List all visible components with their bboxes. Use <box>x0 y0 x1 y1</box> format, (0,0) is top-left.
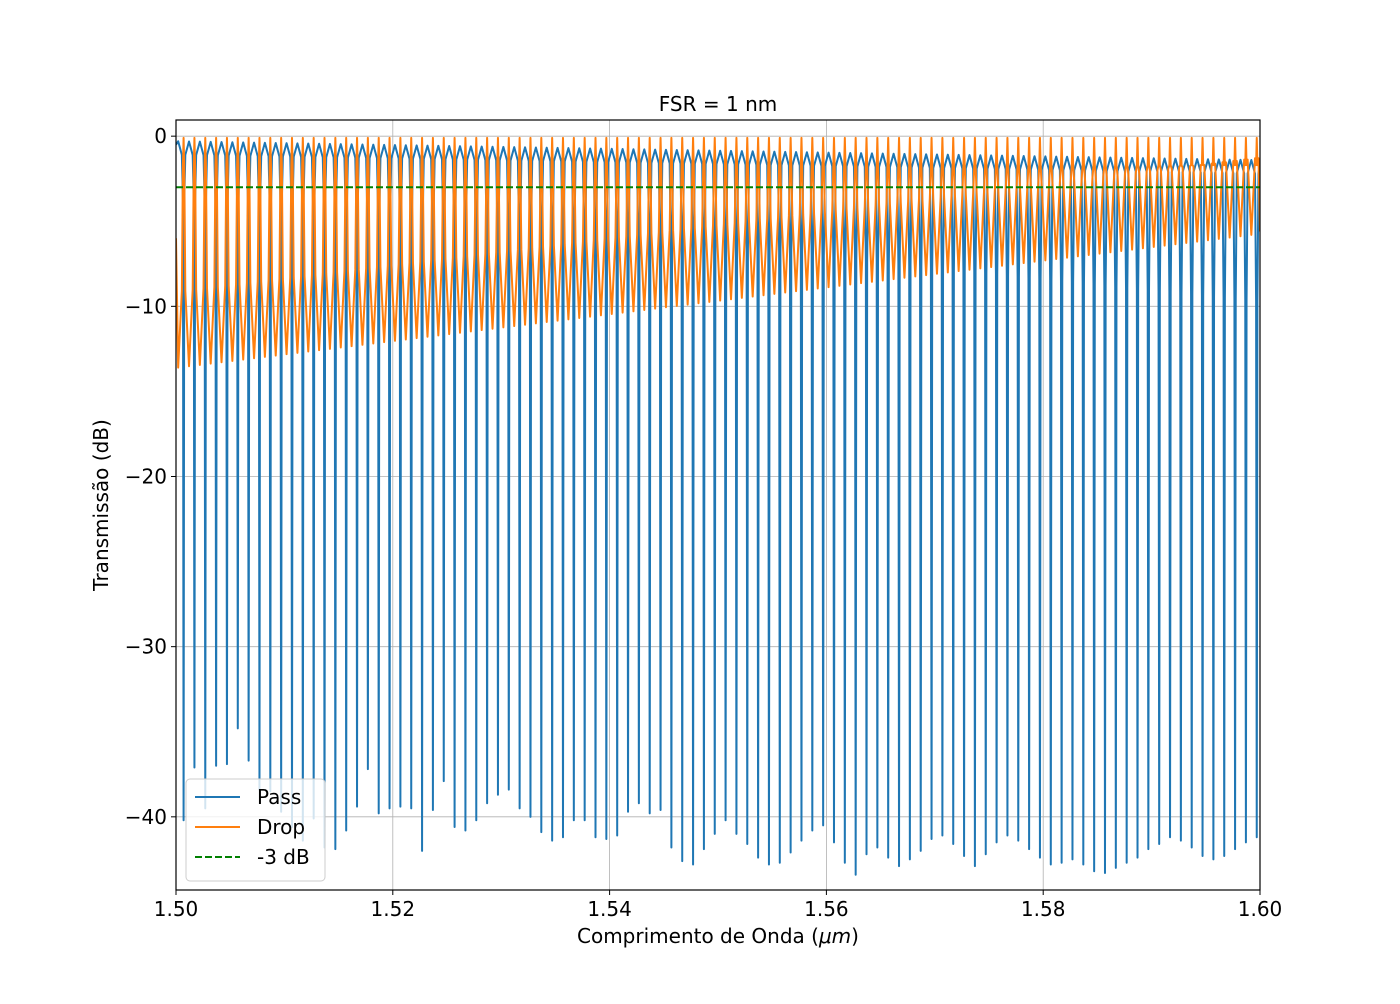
y-axis-label: Transmissão (dB) <box>89 419 113 592</box>
y-tick-label: −20 <box>125 464 167 488</box>
x-tick-label: 1.50 <box>154 897 199 921</box>
legend-box <box>185 778 326 882</box>
drop-series-line <box>176 136 1260 369</box>
legend-label-drop: Drop <box>257 815 305 839</box>
x-tick-label: 1.56 <box>804 897 849 921</box>
y-tick-label: −40 <box>125 805 167 829</box>
y-tick-label: −10 <box>125 294 167 318</box>
x-tick-label: 1.52 <box>371 897 416 921</box>
legend-label-pass: Pass <box>257 785 301 809</box>
x-tick-label: 1.58 <box>1021 897 1066 921</box>
series-layer <box>176 136 1260 876</box>
axes-frame <box>175 119 1261 891</box>
x-axis-label-suffix: ) <box>851 924 859 948</box>
x-axis-label-unit: μm <box>818 924 851 948</box>
pass-series-line <box>176 140 1260 876</box>
legend: Pass Drop -3 dB <box>185 778 326 882</box>
x-axis-label-prefix: Comprimento de Onda ( <box>577 924 819 948</box>
y-axis-ticks: 0 −10 −20 −30 −40 <box>125 124 176 829</box>
x-axis-label: Comprimento de Onda (μm) <box>577 924 859 948</box>
y-tick-label: −30 <box>125 635 167 659</box>
x-tick-label: 1.54 <box>587 897 632 921</box>
x-axis-ticks: 1.50 1.52 1.54 1.56 1.58 1.60 <box>154 890 1283 921</box>
y-tick-label: 0 <box>154 124 167 148</box>
legend-label-ref: -3 dB <box>257 845 310 869</box>
x-tick-label: 1.60 <box>1238 897 1283 921</box>
chart-title: FSR = 1 nm <box>659 92 777 116</box>
